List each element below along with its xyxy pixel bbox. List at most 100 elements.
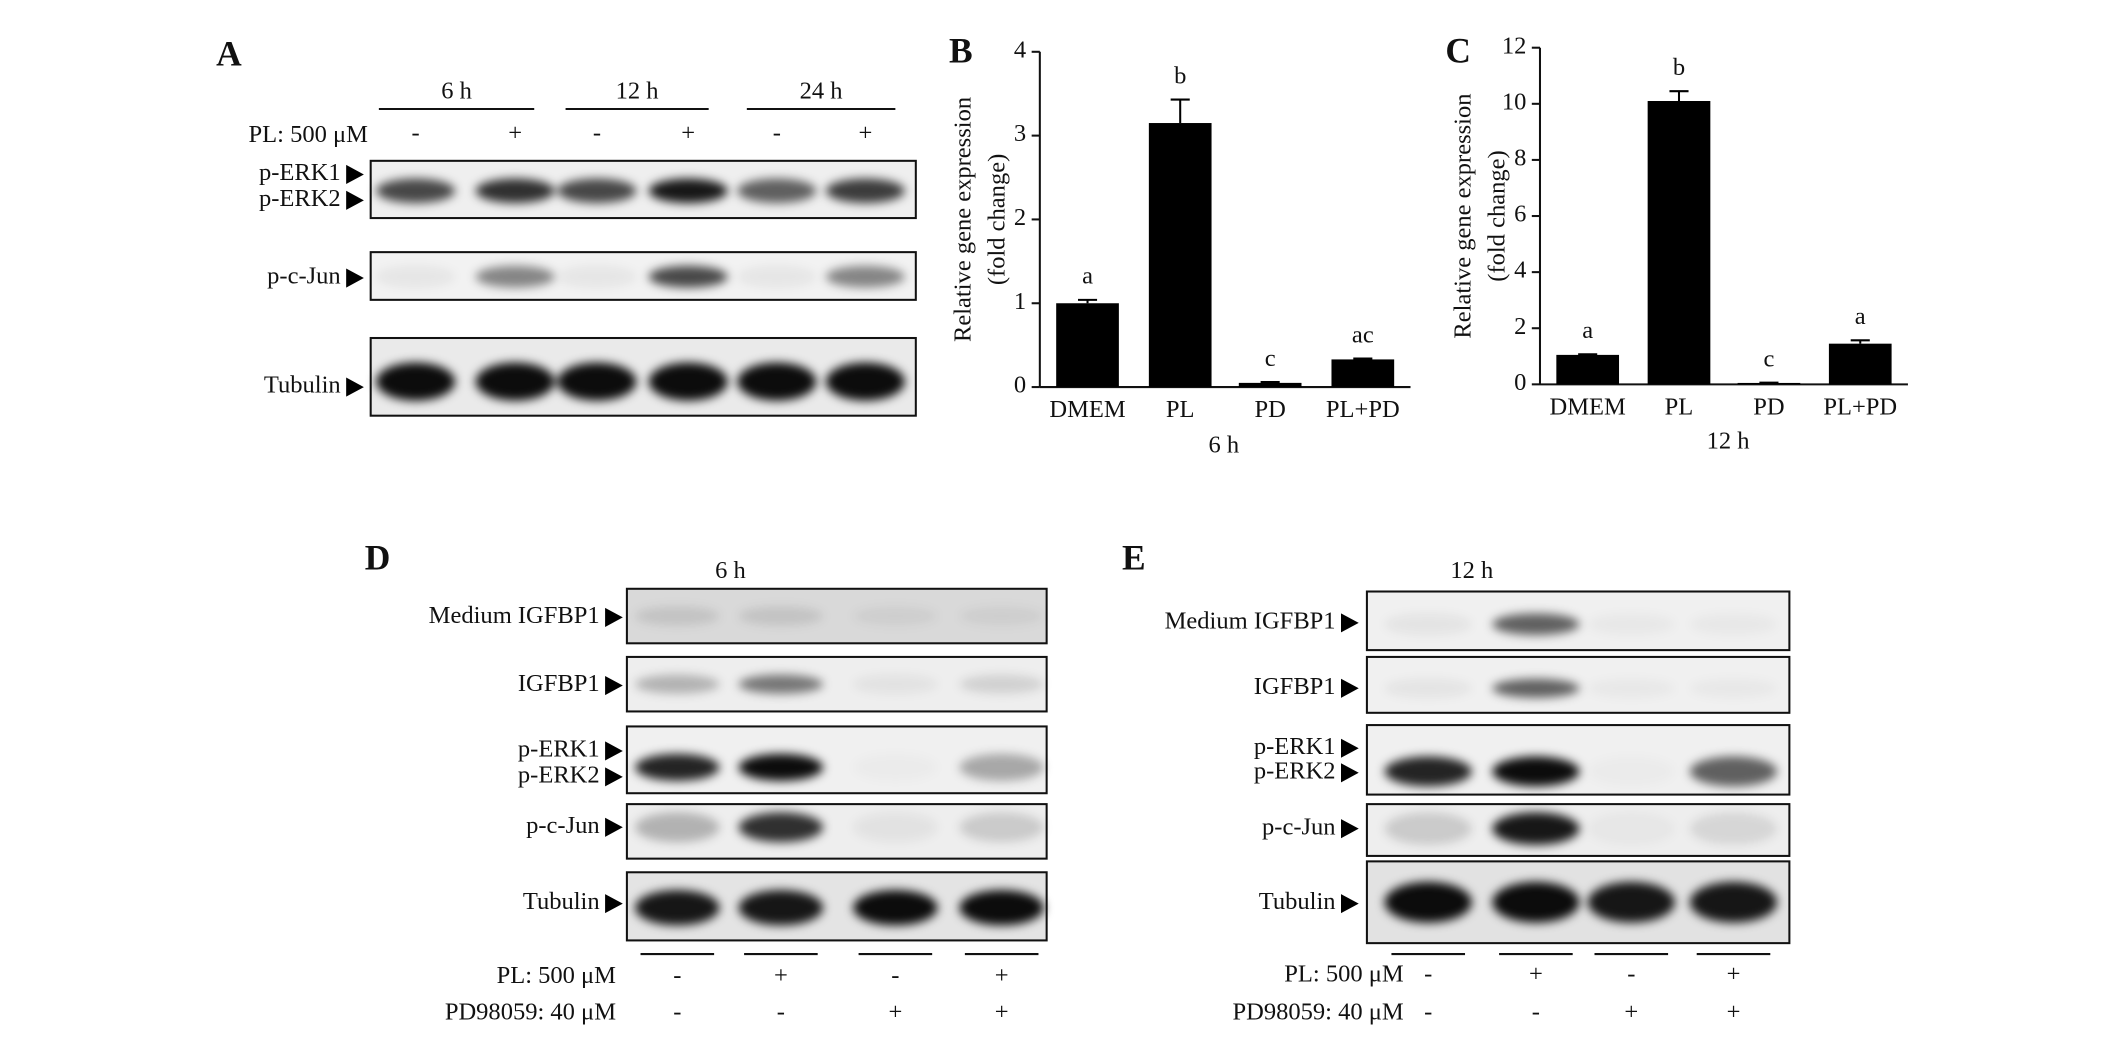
blot-band (1384, 812, 1472, 846)
blot-band (1492, 812, 1580, 846)
blot-band (1587, 881, 1675, 923)
blot-row (625, 587, 1048, 645)
blot-band (1588, 756, 1675, 786)
time-label: 12 h (1450, 557, 1493, 584)
time-label: 6 h (441, 77, 472, 104)
row-label: Tubulin (264, 372, 341, 399)
blot-band (738, 812, 824, 843)
error-bar (1353, 357, 1373, 360)
blot-band (1384, 678, 1472, 698)
arrow (1341, 894, 1359, 914)
x-tick-label: PL+PD (1823, 394, 1897, 421)
blot-row (1365, 724, 1791, 796)
blot-frame (625, 871, 1048, 942)
blot-band (853, 889, 938, 926)
treatment-sign: + (508, 120, 522, 147)
annotation: c (1763, 345, 1774, 372)
y-axis-label: (fold change) (1484, 150, 1511, 281)
blot-band (738, 674, 824, 694)
row-label: p-c-Jun (526, 812, 600, 839)
arrow (605, 676, 623, 696)
treatment-sign: + (1529, 960, 1543, 987)
y-tick-label: 0 (1014, 372, 1026, 399)
y-tick-label: 2 (1514, 313, 1526, 340)
blot-bands (635, 674, 1044, 694)
blot-bands (376, 265, 905, 288)
blot-band (1384, 613, 1472, 636)
error-bar (1850, 339, 1870, 344)
row-label: IGFBP1 (1254, 673, 1336, 700)
blot-band (1689, 756, 1778, 787)
x-tick-label: PL (1665, 394, 1694, 421)
blot-band (1588, 812, 1675, 845)
blot-band (737, 178, 817, 204)
blot-frame (369, 159, 917, 220)
blot-band (1689, 812, 1778, 846)
x-tick-label: DMEM (1550, 394, 1626, 421)
blot-background (370, 160, 916, 219)
treatment-sign: + (858, 120, 872, 147)
treatment-sign: - (773, 120, 781, 147)
bar (1148, 123, 1212, 388)
error-bar (1260, 381, 1280, 384)
panel-letter: D (365, 538, 391, 578)
x-tick-label: PD (1753, 394, 1784, 421)
blot-band (825, 265, 905, 288)
blot-band (648, 265, 728, 288)
arrow (1341, 613, 1359, 633)
row-label: p-ERK1 (259, 159, 341, 186)
blot-band (1588, 613, 1675, 635)
blot-bands (1384, 678, 1580, 698)
bar (1828, 343, 1892, 385)
blot-row (625, 871, 1048, 942)
y-tick-label: 4 (1014, 36, 1026, 63)
blot-band (635, 812, 720, 843)
blot-band (1384, 881, 1472, 923)
y-tick-label: 12 (1502, 32, 1527, 59)
treatment-label: PL: 500 μM (1284, 960, 1404, 987)
time-label: 24 h (800, 77, 843, 104)
annotation: a (1082, 263, 1093, 290)
treatment-label: PL: 500 μM (249, 121, 369, 148)
blot-band (825, 178, 905, 204)
arrow (605, 607, 623, 627)
y-tick-label: 0 (1514, 369, 1526, 396)
error-bar (1077, 298, 1098, 304)
blot-band (635, 889, 720, 926)
y-tick-label: 6 (1514, 201, 1526, 228)
blot-band (648, 178, 728, 204)
annotation: a (1582, 317, 1593, 344)
arrow (346, 164, 364, 184)
panel-letter: E (1122, 538, 1146, 578)
annotation: b (1673, 54, 1685, 81)
arrow (1341, 763, 1359, 783)
panel-letter: A (216, 33, 242, 73)
x-axis-label: 12 h (1707, 428, 1750, 455)
blot-band (825, 362, 905, 401)
row-label: Medium IGFBP1 (1165, 607, 1336, 634)
arrow (346, 190, 364, 210)
treatment-sign: - (412, 120, 420, 147)
blot-row (369, 336, 917, 417)
error-bar (1578, 353, 1598, 356)
arrow (346, 377, 364, 397)
blot-frame (625, 725, 1048, 795)
blot-band (475, 178, 555, 204)
blot-frame (1365, 724, 1791, 796)
arrow (605, 817, 623, 837)
blot-band (959, 812, 1044, 843)
y-axis-label: Relative gene expression (950, 97, 977, 342)
panel-letter: B (949, 31, 973, 71)
blot-row (369, 251, 917, 301)
bar (1238, 382, 1302, 388)
treatment-sign: + (681, 120, 695, 147)
treatment-sign: + (1727, 960, 1741, 987)
annotation: c (1265, 345, 1276, 372)
treatment-sign: - (1532, 999, 1540, 1026)
row-label: p-ERK1 (1254, 733, 1336, 760)
treatment-label: PD98059: 40 μM (445, 999, 616, 1026)
row-label: p-ERK1 (518, 736, 600, 763)
x-tick-label: PD (1254, 396, 1285, 423)
